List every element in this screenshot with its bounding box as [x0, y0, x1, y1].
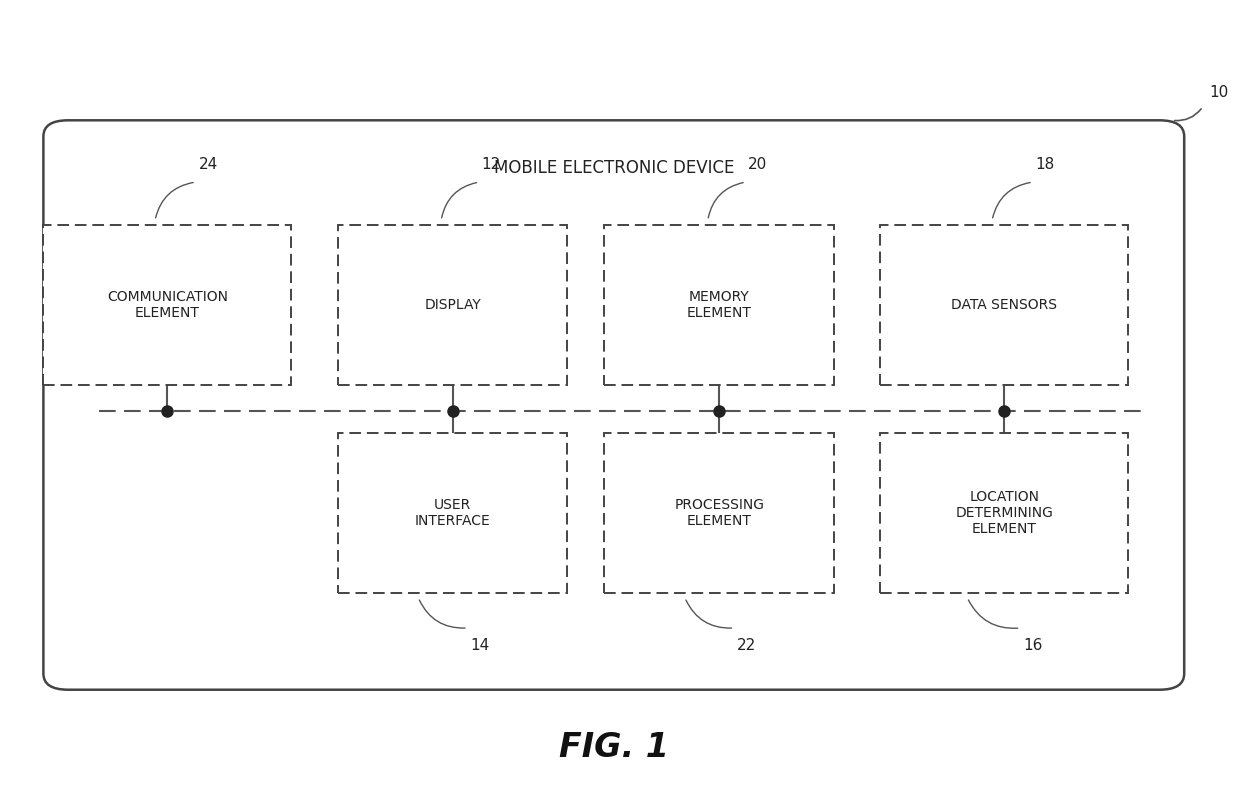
- Text: 12: 12: [481, 157, 501, 172]
- Text: 10: 10: [1209, 85, 1229, 99]
- FancyBboxPatch shape: [43, 225, 291, 385]
- FancyBboxPatch shape: [43, 120, 1184, 690]
- Text: USER
INTERFACE: USER INTERFACE: [414, 498, 491, 529]
- Text: MOBILE ELECTRONIC DEVICE: MOBILE ELECTRONIC DEVICE: [494, 160, 734, 177]
- Text: MEMORY
ELEMENT: MEMORY ELEMENT: [687, 290, 751, 320]
- FancyBboxPatch shape: [604, 433, 833, 593]
- FancyBboxPatch shape: [337, 225, 567, 385]
- Text: FIG. 1: FIG. 1: [559, 731, 668, 764]
- Text: 16: 16: [1023, 638, 1043, 653]
- FancyBboxPatch shape: [880, 225, 1128, 385]
- FancyBboxPatch shape: [880, 433, 1128, 593]
- Text: DATA SENSORS: DATA SENSORS: [951, 298, 1058, 312]
- Text: 24: 24: [198, 157, 218, 172]
- Text: COMMUNICATION
ELEMENT: COMMUNICATION ELEMENT: [107, 290, 228, 320]
- FancyBboxPatch shape: [337, 433, 567, 593]
- Text: PROCESSING
ELEMENT: PROCESSING ELEMENT: [675, 498, 764, 529]
- Text: 14: 14: [470, 638, 490, 653]
- Text: DISPLAY: DISPLAY: [424, 298, 481, 312]
- Text: 20: 20: [748, 157, 768, 172]
- FancyBboxPatch shape: [604, 225, 833, 385]
- Text: 18: 18: [1035, 157, 1055, 172]
- Text: 22: 22: [737, 638, 756, 653]
- Text: LOCATION
DETERMINING
ELEMENT: LOCATION DETERMINING ELEMENT: [956, 490, 1053, 537]
